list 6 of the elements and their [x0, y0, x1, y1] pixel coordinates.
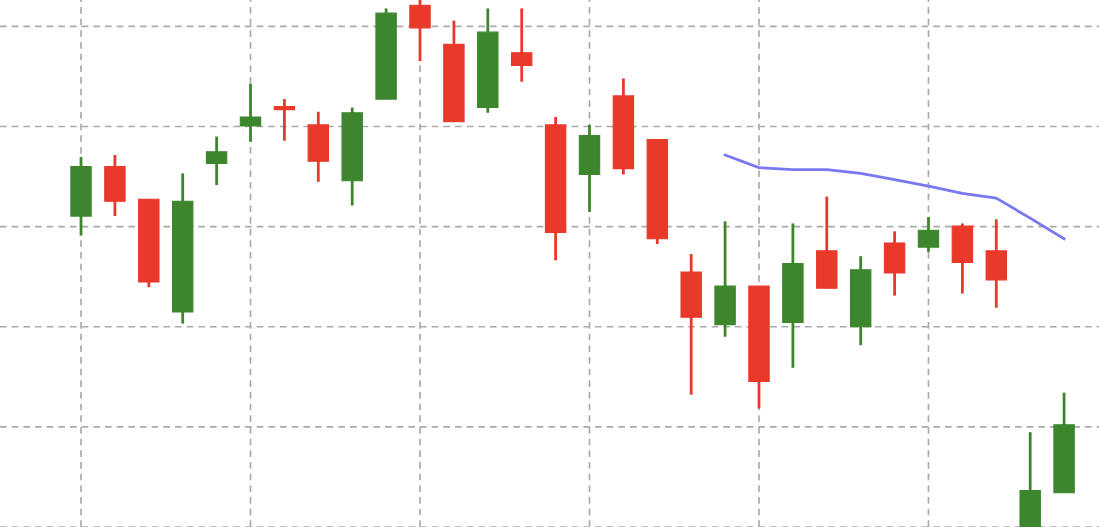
candlestick [510, 7, 533, 84]
candlestick [205, 135, 228, 187]
candlestick [273, 97, 296, 143]
candlestick [917, 215, 940, 254]
candlestick [409, 0, 431, 63]
candlestick [239, 82, 262, 144]
